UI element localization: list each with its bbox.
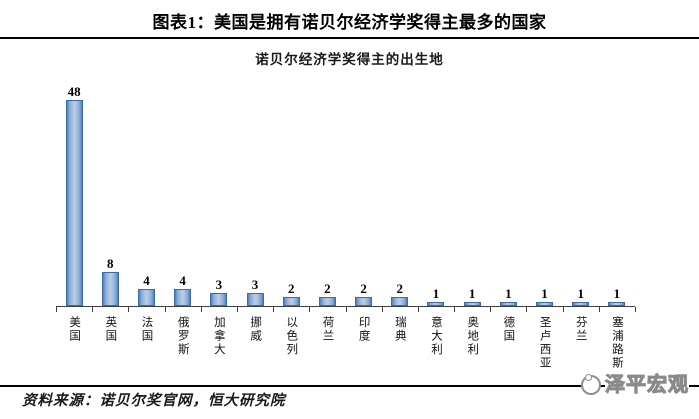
- x-axis-label: 印度: [357, 316, 370, 343]
- bar-column: 1: [490, 72, 526, 306]
- brand-logo: 泽平宏观: [581, 374, 689, 396]
- x-axis-label: 加拿大: [212, 316, 225, 357]
- x-axis-label: 俄罗斯: [176, 316, 189, 357]
- bar[interactable]: [101, 272, 119, 306]
- axis-tick: [491, 307, 528, 312]
- bar-column: 1: [454, 72, 490, 306]
- bar[interactable]: [318, 297, 336, 306]
- bar-column: 3: [201, 72, 237, 306]
- bar-value-label: 1: [577, 286, 584, 301]
- bar-value-label: 3: [251, 277, 259, 292]
- bar[interactable]: [137, 289, 155, 306]
- bar-value-label: 1: [505, 286, 512, 301]
- page-title: 图表1：美国是拥有诺贝尔经济学奖得主最多的国家: [152, 13, 547, 32]
- bar[interactable]: [572, 302, 590, 306]
- bar-value-label: 2: [396, 281, 404, 296]
- bar-value-label: 2: [324, 281, 331, 296]
- x-axis-label: 德国: [502, 316, 515, 343]
- header-divider: [0, 37, 699, 39]
- bar-value-label: 4: [179, 273, 186, 288]
- bar-value-label: 1: [432, 286, 440, 301]
- bar-column: 2: [382, 72, 418, 306]
- axis-tick: [274, 307, 311, 312]
- axis-tick: [383, 307, 419, 312]
- bar[interactable]: [355, 297, 373, 306]
- axis-tick: [166, 307, 202, 312]
- bar-value-label: 1: [613, 286, 621, 301]
- bar[interactable]: [499, 302, 517, 306]
- chart-title: 诺贝尔经济学奖得主的出生地: [255, 52, 444, 67]
- x-axis-ticks: [56, 307, 636, 312]
- axis-tick: [202, 307, 238, 312]
- bar[interactable]: [608, 302, 626, 306]
- source-note: 资料来源：诺贝尔奖官网，恒大研究院: [22, 393, 286, 409]
- axis-tick: [600, 307, 636, 312]
- axis-tick: [238, 307, 275, 312]
- x-axis-label: 荷兰: [321, 316, 334, 343]
- axis-tick: [93, 307, 130, 312]
- bar-column: 1: [599, 72, 635, 306]
- bar[interactable]: [463, 302, 481, 306]
- footer-divider: [0, 385, 699, 387]
- bar[interactable]: [427, 302, 445, 306]
- bar-value-label: 1: [468, 286, 476, 301]
- x-axis-label: 挪威: [249, 316, 262, 343]
- x-labels-row: 美国 英国 法国 俄罗斯 加拿大 挪威 以色列 荷兰 印度 瑞典 意大利 奥地利 德国 圣卢西亚 芬兰 塞浦路…: [56, 312, 635, 370]
- bar[interactable]: [174, 289, 192, 306]
- bar-column: 4: [165, 72, 201, 306]
- bar[interactable]: [65, 100, 83, 306]
- x-axis-label: 美国: [68, 316, 81, 343]
- axis-tick: [129, 307, 166, 312]
- axis-tick: [419, 307, 456, 312]
- plot-area: 48 8 4 4 3 3 2 2 2 2 1 1 1 1 1 1: [56, 72, 635, 307]
- bar-value-label: 8: [107, 256, 114, 271]
- bar[interactable]: [210, 293, 228, 306]
- x-axis-label: 英国: [104, 316, 117, 343]
- bar-column: 1: [526, 72, 562, 306]
- bar-column: 4: [128, 72, 164, 306]
- bar[interactable]: [391, 297, 409, 306]
- bar-column: 2: [346, 72, 382, 306]
- axis-tick: [310, 307, 347, 312]
- bar-value-label: 3: [215, 277, 223, 292]
- x-axis-label: 圣卢西亚: [538, 316, 551, 370]
- axis-tick: [455, 307, 492, 312]
- bar-value-label: 2: [360, 281, 367, 296]
- x-axis-label: 芬兰: [574, 316, 587, 343]
- bar-column: 3: [237, 72, 273, 306]
- bar-column: 1: [418, 72, 454, 306]
- x-axis-label: 瑞典: [393, 316, 406, 343]
- x-axis-label: 奥地利: [466, 316, 479, 357]
- bar-value-label: 48: [67, 84, 81, 99]
- axis-tick: [57, 307, 94, 312]
- axis-tick: [527, 307, 564, 312]
- brand-logo-text: 泽平宏观: [605, 374, 689, 396]
- bar-column: 48: [56, 72, 92, 306]
- bar[interactable]: [536, 302, 554, 306]
- bar[interactable]: [282, 297, 300, 306]
- bar-column: 8: [92, 72, 128, 306]
- axis-tick: [347, 307, 383, 312]
- x-axis-label: 以色列: [285, 316, 298, 357]
- bar-column: 2: [309, 72, 345, 306]
- x-axis-label: 意大利: [430, 316, 442, 357]
- brand-logo-icon: [581, 374, 601, 395]
- bar-value-label: 2: [287, 281, 295, 296]
- bar[interactable]: [246, 293, 264, 306]
- x-axis-label: 塞浦路斯: [610, 316, 623, 370]
- axis-tick: [564, 307, 600, 312]
- bar-column: 2: [273, 72, 309, 306]
- bar-value-label: 1: [541, 286, 548, 301]
- x-axis-label: 法国: [140, 316, 153, 343]
- bar-column: 1: [563, 72, 599, 306]
- bar-value-label: 4: [143, 273, 150, 288]
